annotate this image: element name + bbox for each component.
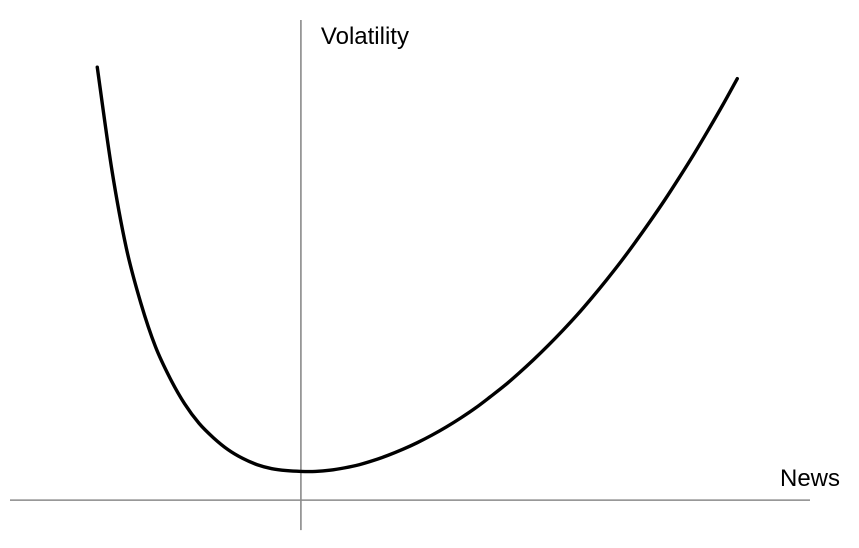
x-axis-label: News (780, 465, 840, 492)
y-axis-label: Volatility (321, 23, 409, 50)
volatility-curve (95, 65, 739, 474)
